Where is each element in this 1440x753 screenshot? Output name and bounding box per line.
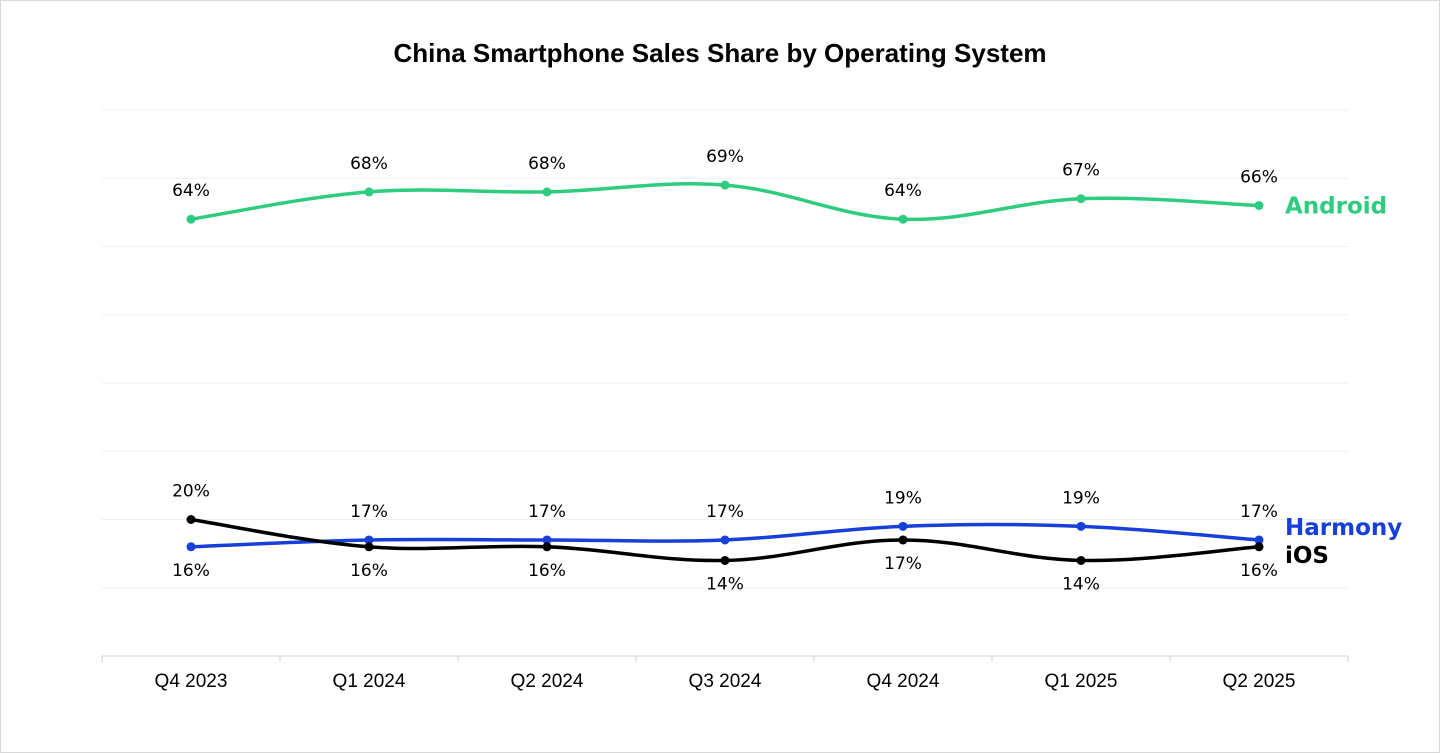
harmony-data-label: 17% (528, 502, 566, 522)
android-series-name: Android (1285, 194, 1387, 220)
harmony-point (364, 535, 374, 545)
harmony-point (542, 535, 552, 545)
ios-data-label: 16% (1240, 561, 1278, 581)
harmony-data-label: 19% (884, 488, 922, 508)
ios-data-label: 16% (350, 561, 388, 581)
x-tick-label: Q1 2025 (1045, 671, 1118, 692)
ios-series-name: iOS (1285, 543, 1329, 569)
ios-data-label: 14% (1062, 574, 1100, 594)
harmony-point (1076, 521, 1086, 531)
ios-data-label: 17% (884, 554, 922, 574)
android-point (898, 214, 908, 224)
ios-point (1254, 542, 1264, 552)
harmony-point (898, 521, 908, 531)
android-data-label: 69% (706, 147, 744, 167)
chart-title: China Smartphone Sales Share by Operatin… (393, 38, 1047, 68)
harmony-data-label: 17% (350, 502, 388, 522)
ios-point (1076, 555, 1086, 565)
android-point (720, 180, 730, 190)
android-data-label: 64% (884, 181, 922, 201)
ios-point (364, 542, 374, 552)
android-point (1254, 201, 1264, 211)
harmony-data-label: 16% (172, 561, 210, 581)
ios-data-label: 14% (706, 574, 744, 594)
harmony-data-label: 19% (1062, 488, 1100, 508)
x-axis: Q4 2023 Q1 2024 Q2 2024 Q3 2024 Q4 2024 Q1 20… (101, 655, 1349, 692)
android-point (1076, 194, 1086, 204)
harmony-data-label: 17% (1240, 502, 1278, 522)
android-point (542, 187, 552, 197)
harmony-point (1254, 535, 1264, 545)
android-data-label: 68% (528, 154, 566, 174)
harmony-series-name: Harmony (1285, 515, 1402, 541)
harmony-point (186, 542, 196, 552)
ios-point (720, 555, 730, 565)
x-tick-label: Q4 2023 (155, 671, 228, 692)
ios-point (542, 542, 552, 552)
x-tick-label: Q1 2024 (333, 671, 406, 692)
x-tick-label: Q3 2024 (689, 671, 762, 692)
x-tick-label: Q2 2024 (511, 671, 584, 692)
android-point (186, 214, 196, 224)
x-tick-label: Q4 2024 (867, 671, 940, 692)
android-data-label: 67% (1062, 161, 1100, 181)
android-point (364, 187, 374, 197)
android-data-label: 66% (1240, 168, 1278, 188)
series-lines (186, 180, 1264, 565)
ios-point (186, 515, 196, 524)
ios-data-label: 20% (172, 482, 210, 502)
data-labels: 64% 68% 68% 69% 64% 67% 66% Android 16% 17% 17% 17%… (172, 147, 1402, 594)
gridlines (102, 109, 1348, 589)
android-data-label: 64% (172, 181, 210, 201)
x-tick-label: Q2 2025 (1223, 671, 1296, 692)
android-data-label: 68% (350, 154, 388, 174)
harmony-point (720, 535, 730, 545)
ios-data-label: 16% (528, 561, 566, 581)
ios-point (898, 535, 908, 545)
harmony-data-label: 17% (706, 502, 744, 522)
